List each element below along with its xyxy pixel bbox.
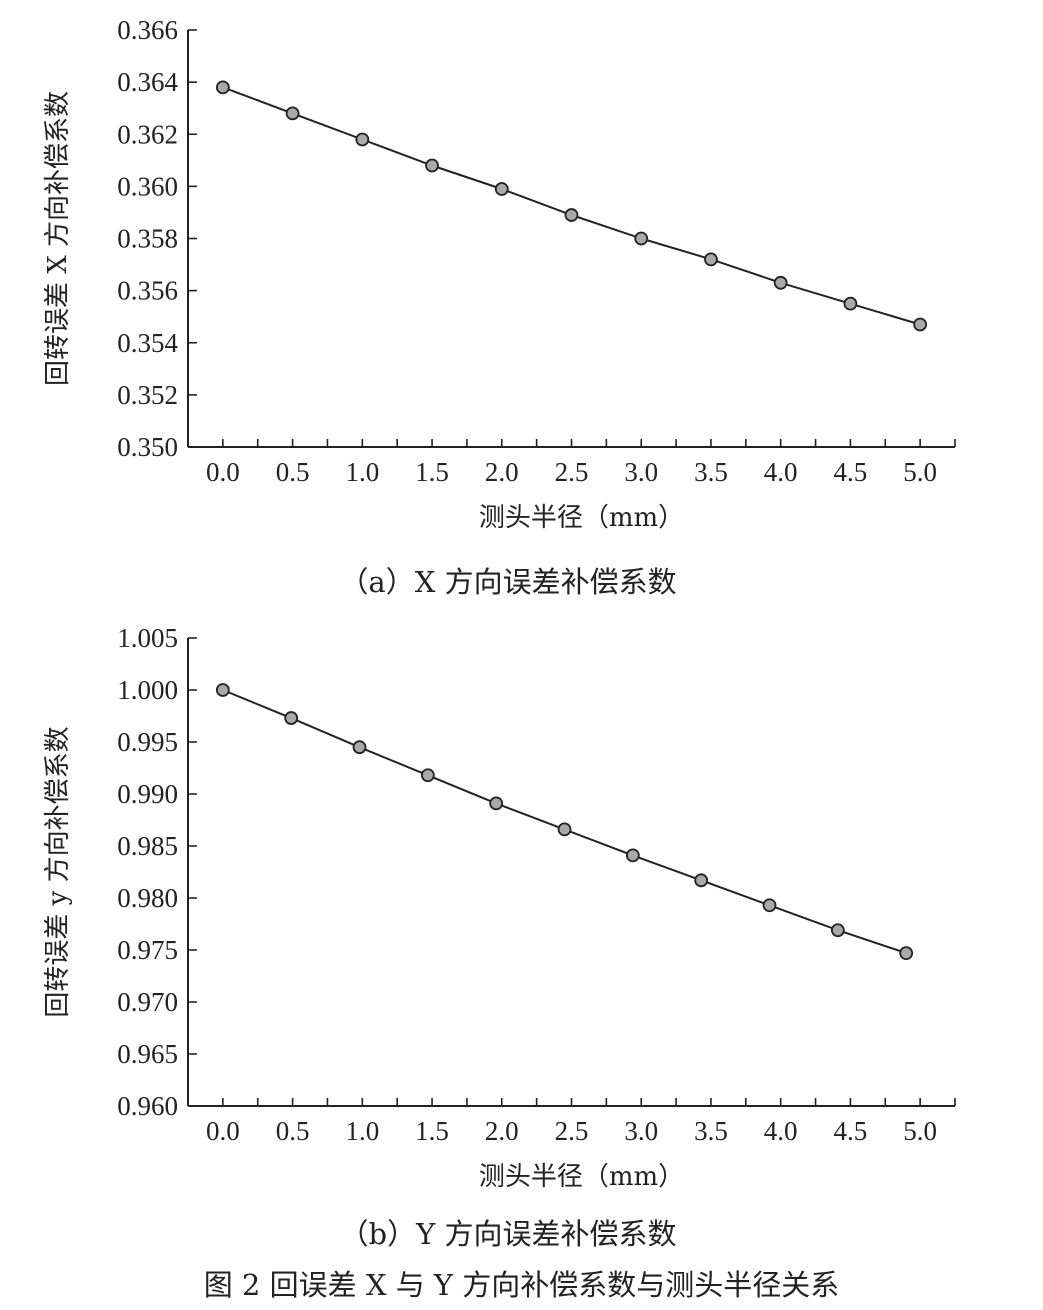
chart-b-data-point — [489, 796, 504, 811]
chart-a-y-tick-label: 0.362 — [117, 119, 178, 149]
chart-b: 0.960 0.965 0.970 0.975 0.980 0.985 0.990 0.995… — [43, 623, 956, 1251]
chart-a-caption: （a）X 方向误差补偿系数 — [339, 565, 676, 599]
chart-b-y-tick-label: 0.965 — [117, 1039, 178, 1069]
chart-b-y-tick-label: 0.970 — [117, 987, 178, 1017]
chart-a-data-point — [355, 132, 370, 147]
chart-a-data-point — [564, 208, 579, 222]
chart-b-data-point — [625, 848, 640, 863]
chart-b-y-tick-label: 0.985 — [117, 831, 178, 861]
chart-b-x-axis-title: 测头半径（mm） — [479, 1162, 684, 1192]
chart-a-x-tick-label: 3.5 — [694, 457, 728, 487]
chart-a-x-tick-label: 2.5 — [555, 457, 589, 487]
chart-b-data-point — [284, 711, 299, 725]
chart-a-y-axis-title: 回转误差 X 方向补偿系数 — [43, 91, 73, 386]
chart-b-data-point — [420, 768, 435, 783]
chart-a-x-tick-label: 3.0 — [624, 457, 658, 487]
chart-a-data-point — [634, 231, 649, 246]
chart-b-y-tick-label: 0.990 — [117, 779, 178, 809]
chart-a-data-point — [285, 106, 300, 121]
chart-b-y-tick-label: 1.000 — [117, 675, 178, 705]
chart-a-y-tick-label: 0.352 — [117, 380, 178, 410]
chart-b-x-tick-label: 4.0 — [764, 1116, 798, 1146]
chart-a-x-tick-label: 0.5 — [276, 457, 310, 487]
chart-a-y-tick-label: 0.366 — [117, 15, 178, 45]
chart-a-data-point — [425, 158, 439, 173]
chart-a-x-tick-label: 1.5 — [415, 457, 449, 487]
chart-a-x-axis-title: 测头半径（mm） — [479, 503, 684, 533]
chart-b-x-tick-label: 1.0 — [345, 1116, 379, 1146]
chart-a-x-tick-label: 2.0 — [485, 457, 519, 487]
chart-b-data-point — [762, 898, 777, 913]
chart-b-x-tick-label: 2.0 — [485, 1116, 519, 1146]
chart-b-series-line — [222, 689, 907, 955]
chart-b-data-point — [215, 683, 230, 697]
chart-b-x-tick-label: 5.0 — [903, 1116, 937, 1146]
chart-a-data-point — [704, 252, 718, 267]
chart-b-y-tick-label: 0.980 — [117, 883, 178, 913]
chart-b-x-tick-label: 1.5 — [415, 1116, 449, 1146]
chart-a-y-tick-label: 0.356 — [117, 276, 178, 306]
chart-b-y-tick-label: 0.960 — [117, 1091, 178, 1121]
chart-a-y-tick-label: 0.360 — [117, 171, 178, 201]
chart-a-y-tick-label: 0.350 — [117, 432, 178, 462]
chart-b-x-tick-label: 0.0 — [206, 1116, 240, 1146]
chart-a-x-tick-label: 1.0 — [345, 457, 379, 487]
chart-a-series-line — [222, 86, 921, 326]
chart-a-data-point — [913, 317, 928, 332]
chart-a-data-point — [773, 275, 788, 290]
chart-b-x-tick-label: 3.5 — [694, 1116, 728, 1146]
chart-b-x-tick-label: 3.0 — [624, 1116, 658, 1146]
chart-a-y-tick-label: 0.358 — [117, 224, 178, 254]
figure-caption: 图 2 回误差 X 与 Y 方向补偿系数与测头半径关系 — [203, 1268, 840, 1302]
chart-b-data-point — [557, 822, 572, 837]
chart-b-caption: （b）Y 方向误差补偿系数 — [340, 1217, 677, 1251]
chart-a-x-tick-label: 4.0 — [764, 457, 798, 487]
chart-a-y-tick-label: 0.354 — [117, 328, 178, 358]
chart-a-data-point — [494, 182, 509, 196]
chart-a-x-tick-label: 0.0 — [206, 457, 240, 487]
chart-a-x-tick-label: 4.5 — [834, 457, 868, 487]
chart-a-data-point — [215, 80, 230, 95]
chart-a-data-point — [843, 296, 858, 311]
chart-a-x-tick-label: 5.0 — [903, 457, 937, 487]
chart-b-x-tick-label: 4.5 — [834, 1116, 868, 1146]
chart-b-y-tick-label: 0.995 — [117, 727, 178, 757]
chart-b-x-tick-label: 2.5 — [555, 1116, 589, 1146]
chart-a: 0.350 0.352 0.354 0.356 0.358 0.360 0.362 0.364… — [43, 15, 956, 599]
chart-b-y-tick-label: 1.005 — [117, 623, 178, 653]
chart-b-data-point — [830, 923, 845, 938]
chart-b-x-tick-label: 0.5 — [276, 1116, 310, 1146]
chart-a-y-tick-label: 0.364 — [117, 67, 178, 97]
chart-b-data-point — [352, 740, 367, 755]
chart-b-y-axis-title: 回转误差 y 方向补偿系数 — [43, 726, 73, 1017]
chart-b-data-point — [694, 873, 709, 888]
chart-b-y-tick-label: 0.975 — [117, 935, 178, 965]
chart-b-data-point — [899, 946, 914, 961]
